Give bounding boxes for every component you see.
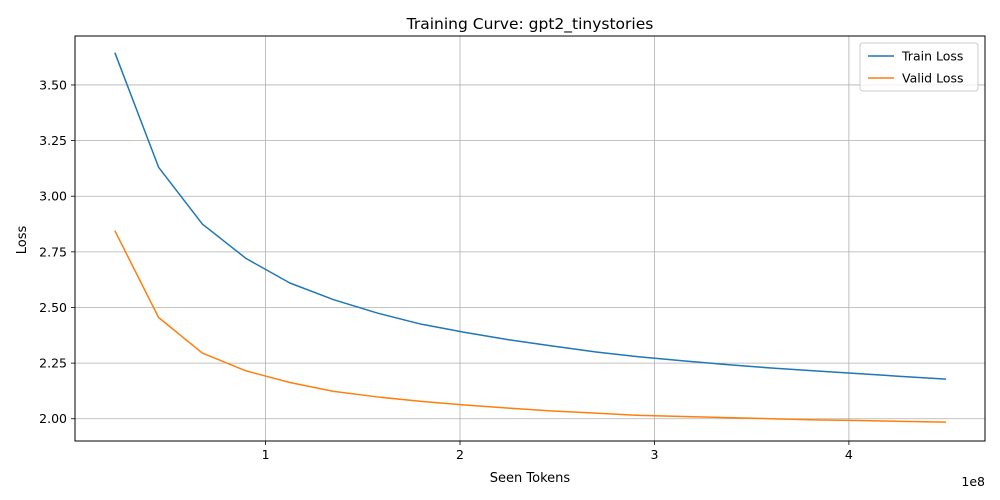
legend-box	[859, 42, 979, 92]
y-tick-label: 3.50	[39, 77, 67, 92]
legend-label: Train Loss	[901, 49, 963, 64]
legend: Train Loss Valid Loss	[859, 42, 979, 92]
x-tick-label: 3	[650, 447, 658, 462]
y-tick-label: 2.75	[39, 244, 67, 259]
x-axis-ticks: 1 2 3 4	[262, 441, 853, 462]
x-axis-offset-label: 1e8	[961, 474, 985, 489]
y-tick-label: 2.25	[39, 356, 67, 371]
x-tick-label: 1	[262, 447, 270, 462]
chart-title: Training Curve: gpt2_tinystories	[406, 15, 654, 34]
x-tick-label: 4	[845, 447, 853, 462]
y-tick-label: 3.25	[39, 133, 67, 148]
series-line-train-loss	[114, 52, 947, 380]
y-axis-ticks: 2.00 2.25 2.50 2.75 3.00 3.25 3.50	[39, 77, 75, 426]
y-axis-label: Loss	[15, 226, 30, 255]
plot-frame	[74, 35, 986, 442]
y-tick-label: 2.50	[39, 300, 67, 315]
series-line-valid-loss	[114, 230, 947, 423]
x-axis-label: Seen Tokens	[490, 471, 571, 486]
y-tick-label: 3.00	[39, 189, 67, 204]
legend-label: Valid Loss	[902, 71, 964, 86]
y-tick-label: 2.00	[39, 411, 67, 426]
x-tick-label: 2	[456, 447, 464, 462]
series-lines	[114, 52, 947, 423]
